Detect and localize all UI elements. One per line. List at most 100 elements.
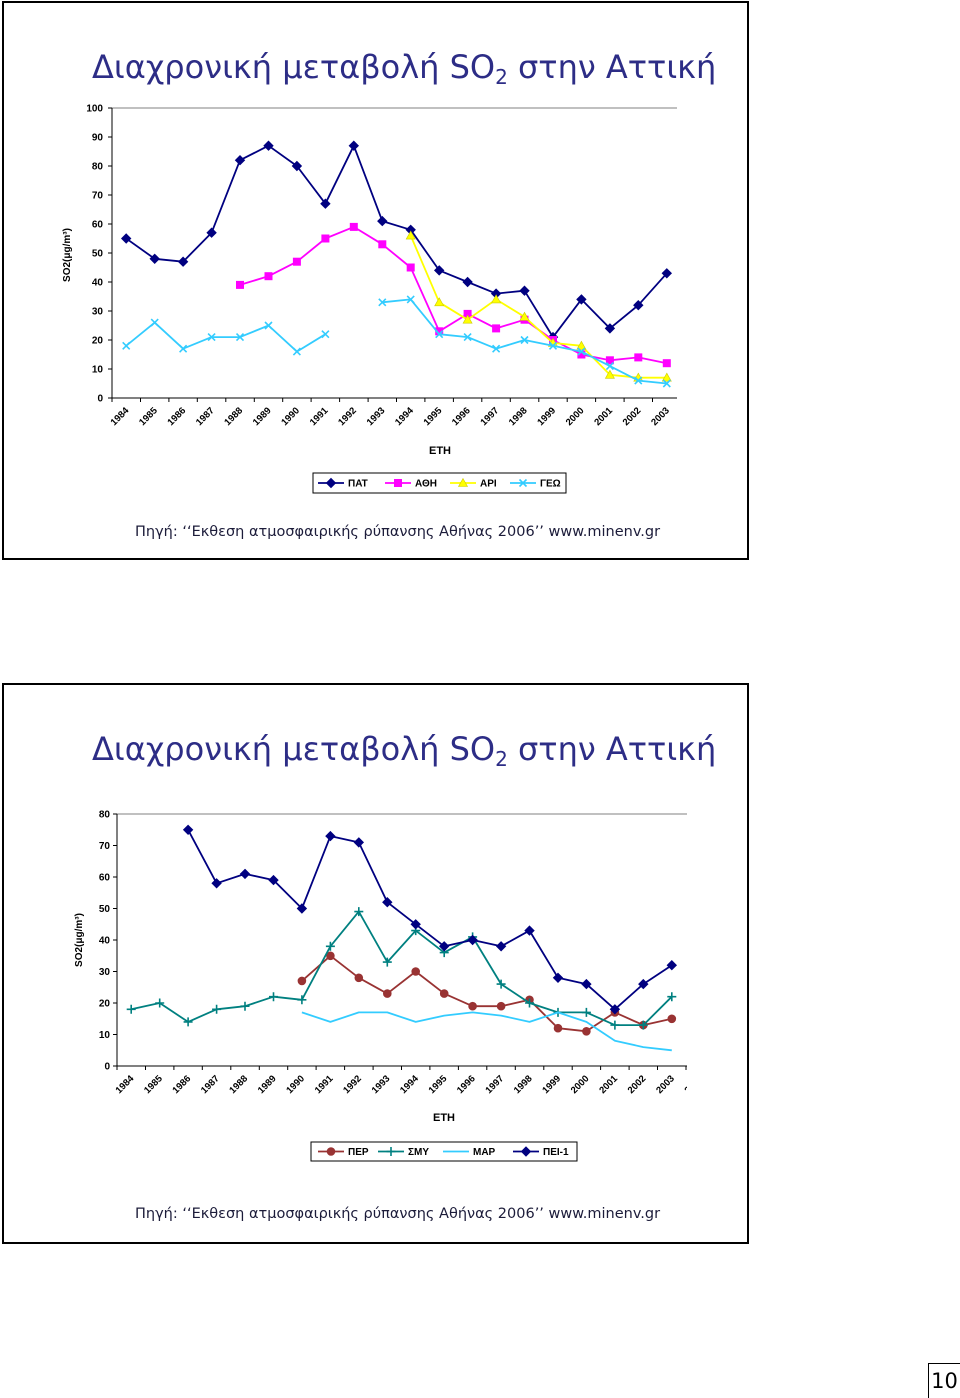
- legend-label: ΑΡΙ: [480, 479, 497, 490]
- data-point: [520, 335, 529, 345]
- x-tick-label: 1995: [427, 1073, 450, 1096]
- data-point: [182, 824, 194, 836]
- data-point: [211, 878, 222, 889]
- data-point: [496, 1001, 506, 1011]
- y-tick-label: 30: [92, 307, 104, 318]
- legend-swatch-marker: [518, 478, 528, 488]
- data-point: [406, 295, 415, 304]
- data-point: [519, 285, 530, 296]
- x-tick-label: 1995: [422, 405, 445, 428]
- data-point: [264, 321, 273, 330]
- x-tick-label: 2002: [626, 1073, 649, 1096]
- series-line: [131, 910, 673, 1027]
- x-tick-label: 2000: [564, 405, 587, 428]
- data-point: [434, 297, 445, 307]
- y-tick-label: 40: [92, 278, 104, 289]
- series-line: [301, 1011, 672, 1052]
- data-point: [604, 323, 616, 334]
- data-point: [321, 330, 330, 339]
- data-point: [661, 268, 673, 279]
- data-point: [122, 341, 131, 350]
- data-point: [297, 995, 307, 1005]
- data-point: [519, 311, 530, 321]
- data-point: [581, 978, 592, 990]
- data-point: [179, 344, 188, 353]
- legend-swatch-marker: [394, 479, 402, 487]
- legend-label: ΠΑΤ: [348, 479, 368, 490]
- plot-area: [111, 107, 677, 399]
- data-point: [292, 347, 301, 356]
- slide-title-text: Διαχρονική μεταβολή SO: [92, 48, 496, 86]
- x-tick-label: 1998: [507, 405, 530, 428]
- slide-title-text: Διαχρονική μεταβολή SO: [92, 730, 496, 768]
- slide-title: Διαχρονική μεταβολή SO2 στην Αττική: [92, 729, 716, 769]
- data-point: [605, 362, 614, 371]
- y-tick-label: 60: [92, 220, 104, 231]
- y-tick-label: 0: [97, 394, 103, 405]
- legend-swatch-marker: [326, 1147, 336, 1156]
- x-tick-label: 1994: [398, 1073, 421, 1096]
- data-point: [177, 256, 189, 267]
- data-point: [269, 992, 278, 1002]
- slide-title-text-end: στην Αττική: [507, 48, 717, 86]
- data-point: [405, 230, 416, 240]
- x-axis-title: ΕΤΗ: [433, 1112, 455, 1124]
- data-point: [292, 257, 301, 266]
- y-tick-label: 0: [104, 1062, 110, 1073]
- x-tick-label: 1988: [222, 405, 245, 428]
- series-4: [122, 295, 671, 388]
- legend-label: ΜΑΡ: [473, 1147, 496, 1158]
- data-point: [661, 372, 672, 382]
- y-tick-label: 20: [92, 336, 104, 347]
- data-point: [667, 992, 677, 1002]
- data-point: [467, 934, 478, 946]
- data-point: [638, 978, 649, 990]
- data-point: [491, 294, 502, 304]
- data-point: [296, 903, 308, 914]
- legend-box: [312, 472, 567, 494]
- x-tick-label: 1988: [227, 1073, 250, 1096]
- data-point: [576, 294, 587, 305]
- series-3: [301, 1011, 672, 1052]
- series-line: [125, 144, 668, 339]
- data-point: [634, 353, 643, 362]
- x-tick-label: 1985: [142, 1073, 165, 1096]
- source-citation: Πηγή: ‘‘Εκθεση ατμοσφαιρικής ρύπανσης Αθ…: [135, 1206, 661, 1222]
- legend-label: ΓΕΩ: [540, 479, 561, 490]
- series-line: [187, 829, 673, 1011]
- x-tick-label: 2001: [592, 405, 615, 428]
- y-tick-label: 90: [92, 133, 104, 144]
- data-point: [378, 240, 387, 249]
- data-point: [291, 160, 303, 172]
- data-point: [236, 280, 244, 289]
- data-point: [463, 333, 472, 342]
- slide-2: Διαχρονική μεταβολή SO2 στην Αττική 0 10 2…: [2, 683, 749, 1244]
- data-point: [212, 1004, 222, 1014]
- data-point: [320, 198, 331, 209]
- series-2: [236, 222, 671, 368]
- data-point: [553, 1023, 563, 1033]
- slide-title-subscript: 2: [495, 747, 508, 771]
- x-tick-label: 2001: [597, 1073, 620, 1096]
- x-tick-label: 1987: [194, 405, 217, 428]
- series-line: [301, 954, 672, 1033]
- data-point: [382, 896, 393, 908]
- x-tick-label: 1996: [450, 405, 473, 428]
- data-point: [525, 998, 534, 1008]
- data-point: [326, 951, 335, 961]
- data-point: [435, 330, 444, 339]
- y-tick-label: 100: [86, 104, 103, 115]
- data-point: [582, 1027, 591, 1036]
- x-tick-label: 2004: [683, 1073, 687, 1096]
- legend: ΠΑΤ ΑΘΗ ΑΡΙ ΓΕΩ: [312, 472, 567, 494]
- x-tick-label: 1986: [165, 405, 188, 428]
- data-point: [552, 972, 564, 984]
- x-tick-label: 1996: [455, 1073, 478, 1096]
- x-tick-label: 1987: [199, 1073, 222, 1096]
- data-point: [155, 998, 165, 1008]
- data-point: [468, 1001, 477, 1011]
- data-point: [207, 333, 216, 342]
- data-point: [406, 263, 415, 272]
- data-point: [325, 941, 335, 951]
